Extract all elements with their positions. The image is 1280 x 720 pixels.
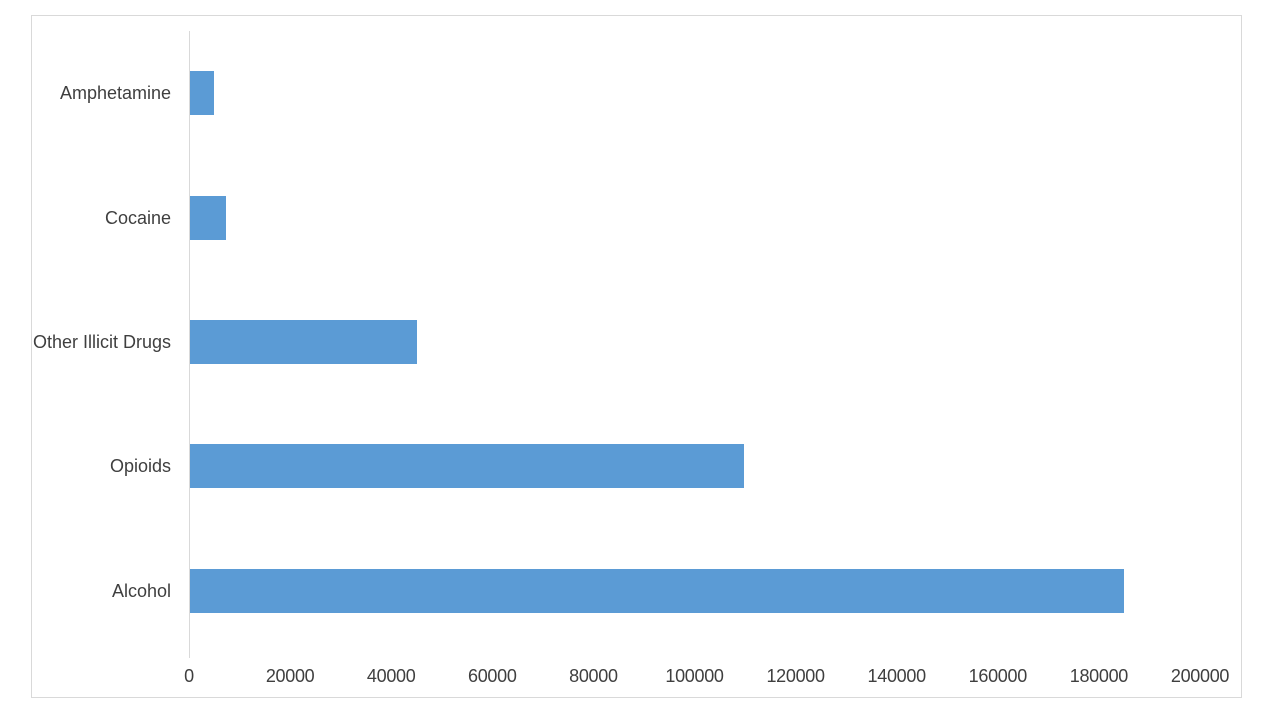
value-tick-label-40000: 40000: [366, 666, 416, 686]
category-label-alcohol: Alcohol: [111, 580, 171, 601]
bar-other-illicit-drugs: [190, 320, 418, 364]
value-tick-label-160000: 160000: [968, 666, 1028, 686]
plot-area: [189, 31, 1200, 653]
value-tick-label-200000: 200000: [1170, 666, 1230, 686]
category-label-opioids: Opioids: [109, 456, 171, 477]
value-tick-label-80000: 80000: [569, 666, 618, 686]
value-tick-label-140000: 140000: [867, 666, 927, 686]
bar-amphetamine: [190, 71, 214, 116]
bar-opioids: [190, 444, 744, 489]
value-axis-zero-line: [189, 31, 190, 658]
value-tick-label-120000: 120000: [766, 666, 825, 686]
value-tick-label-20000: 20000: [265, 666, 315, 686]
value-tick-label-60000: 60000: [468, 666, 517, 686]
bar-alcohol: [190, 568, 1124, 613]
value-tick-label-100000: 100000: [665, 666, 724, 686]
category-label-cocaine: Cocaine: [104, 207, 171, 228]
bar-cocaine: [190, 195, 226, 240]
category-label-amphetamine: Amphetamine: [59, 83, 171, 104]
value-tick-label-0: 0: [184, 666, 194, 686]
value-tick-label-180000: 180000: [1069, 666, 1129, 686]
category-label-other-illicit-drugs: Other Illicit Drugs: [32, 332, 171, 352]
